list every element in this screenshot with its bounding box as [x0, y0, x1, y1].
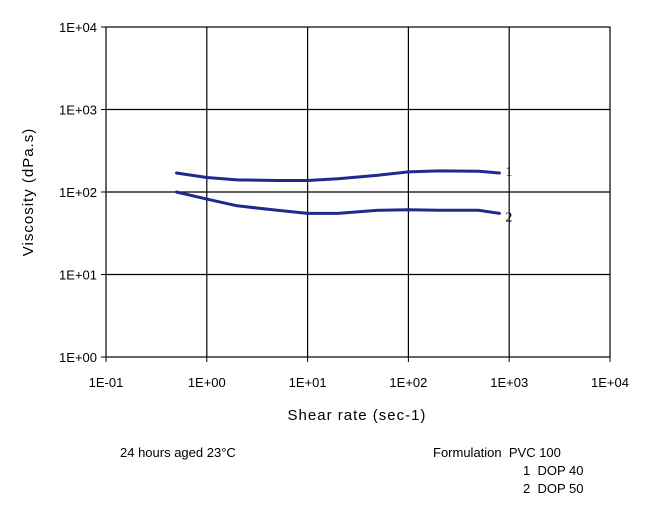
- series-line-1: [175, 169, 501, 182]
- series-end-label: 1: [505, 165, 512, 180]
- x-axis-ticks: 1E-01 1E+00 1E+01 1E+02 1E+03 1E+04: [89, 357, 629, 390]
- formulation-series-2: 2 DOP 50: [523, 481, 584, 496]
- formulation-note: Formulation PVC 100 1 DOP 40 2 DOP 50: [433, 444, 583, 498]
- y-tick-label: 1E+00: [59, 350, 97, 365]
- series-end-label: 2: [505, 210, 512, 225]
- y-tick-label: 1E+03: [59, 103, 97, 118]
- y-axis-title: Viscosity (dPa.s): [20, 128, 37, 256]
- formulation-series-1: 1 DOP 40: [523, 463, 584, 478]
- y-tick-label: 1E+01: [59, 268, 97, 283]
- x-tick-label: 1E+00: [188, 375, 226, 390]
- x-tick-label: 1E+04: [591, 375, 629, 390]
- gridlines: [106, 27, 610, 357]
- x-tick-label: 1E-01: [89, 375, 124, 390]
- series-line-2: [175, 190, 501, 215]
- formulation-line: Formulation PVC 100: [433, 445, 561, 460]
- x-tick-label: 1E+02: [389, 375, 427, 390]
- series-lines: [175, 169, 501, 215]
- viscosity-chart: 1E-01 1E+00 1E+01 1E+02 1E+03 1E+04 1E+001E+0…: [20, 20, 629, 424]
- series-labels: 12: [505, 165, 512, 225]
- y-axis-ticks: 1E+00 1E+01 1E+02 1E+03 1E+04: [59, 20, 106, 365]
- y-tick-label: 1E+02: [59, 185, 97, 200]
- x-tick-label: 1E+03: [490, 375, 528, 390]
- y-tick-label: 1E+04: [59, 20, 97, 35]
- x-axis-title: Shear rate (sec-1): [288, 407, 427, 424]
- aging-note: 24 hours aged 23°C: [120, 445, 236, 460]
- x-tick-label: 1E+01: [289, 375, 327, 390]
